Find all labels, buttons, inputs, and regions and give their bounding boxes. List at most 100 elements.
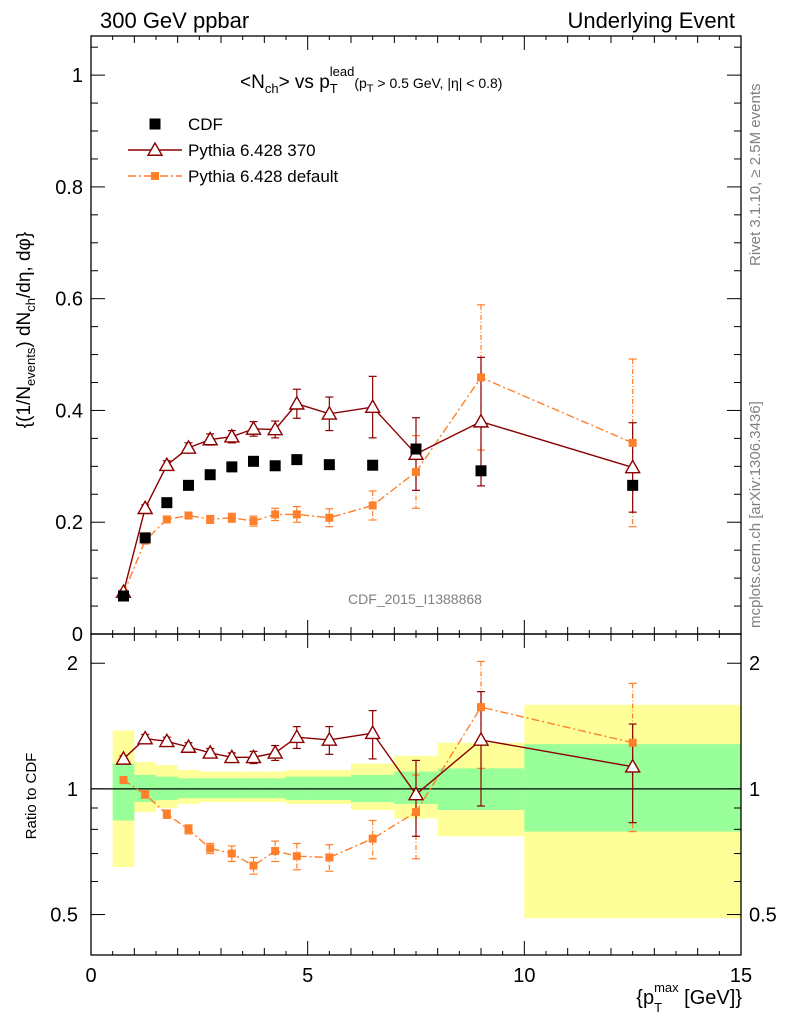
ratio-point-pythia-default: [325, 853, 334, 862]
legend: CDF Pythia 6.428 370 Pythia 6.428 default: [128, 115, 339, 186]
svg-text:{(1/Nevents) dNch/dη, dφ}: {(1/Nevents) dNch/dη, dφ}: [14, 232, 38, 428]
uncertainty-band-green: [221, 778, 243, 799]
x-tick-label: 0: [85, 965, 96, 987]
y-tick-label: 0.2: [55, 512, 83, 534]
legend-label: Pythia 6.428 default: [188, 167, 339, 186]
data-point-cdf: [248, 455, 259, 467]
triangle-marker: [472, 731, 490, 746]
data-point-pythia-default: [206, 515, 215, 524]
triangle-marker: [136, 730, 154, 745]
ratio-y-tick-label: 2: [67, 653, 78, 675]
triangle-marker: [624, 459, 641, 474]
ratio-y-tick-label: 0.5: [50, 905, 78, 927]
data-point-pythia-default: [184, 511, 193, 520]
y-tick-label: 1: [72, 65, 83, 87]
triangle-marker: [321, 405, 338, 420]
svg-text:<Nch> vs pTlead(pT > 0.5 GeV,: <Nch> vs pTlead(pT > 0.5 GeV, |η| < 0.8): [240, 64, 502, 96]
y-tick-label: 0.8: [55, 177, 83, 199]
data-point-cdf: [161, 497, 173, 509]
header-right: Underlying Event: [567, 8, 735, 33]
data-point-pythia-default: [368, 501, 377, 510]
triangle-marker: [180, 738, 197, 753]
data-point-pythia-default: [412, 467, 420, 476]
ratio-point-pythia-default: [368, 834, 377, 843]
triangle-marker: [245, 748, 262, 764]
data-point-pythia-default: [325, 513, 334, 522]
data-point-pythia-default: [477, 373, 485, 382]
data-point-pythia-default: [227, 513, 236, 522]
y-tick-label: 0.6: [55, 289, 83, 311]
data-point-cdf: [367, 459, 379, 471]
data-point-pythia-default: [292, 510, 301, 519]
data-point-cdf: [183, 479, 194, 491]
y-tick-label: 0.4: [55, 400, 83, 422]
triangle-marker: [201, 431, 219, 446]
uncertainty-band-green: [112, 763, 135, 821]
ratio-point-pythia-default: [184, 825, 193, 834]
triangle-marker: [245, 420, 262, 435]
ratio-point-pythia-default: [227, 849, 236, 858]
data-point-cdf: [269, 460, 281, 472]
uncertainty-band-green: [199, 778, 221, 799]
triangle-marker: [158, 456, 176, 472]
rivet-label: Rivet 3.1.10, ≥ 2.5M events: [747, 84, 764, 267]
ratio-point-pythia-default: [141, 790, 150, 799]
ratio-point-pythia-default: [119, 776, 128, 785]
ratio-y-tick-label-right: 2: [749, 653, 760, 675]
triangle-marker: [266, 421, 284, 436]
triangle-marker: [146, 141, 164, 156]
data-point-cdf: [627, 479, 639, 491]
legend-marker-pythia-default: [151, 172, 159, 180]
svg-text:Ratio to CDF: Ratio to CDF: [23, 753, 40, 840]
data-point-cdf: [118, 590, 129, 602]
ratio-point-pythia-default: [162, 810, 171, 819]
triangle-marker: [201, 744, 219, 759]
uncertainty-band-green: [264, 778, 286, 799]
series-line-pythia-370: [122, 402, 633, 593]
svg-text:{pTmax [GeV]}: {pTmax [GeV]}: [636, 980, 742, 1015]
ratio-y-tick-label-right: 0.5: [749, 905, 777, 927]
triangle-marker: [472, 413, 490, 428]
x-tick-label: 10: [513, 965, 535, 987]
triangle-marker: [624, 758, 641, 773]
ratio-point-pythia-default: [271, 846, 280, 855]
main-title: <Nch> vs pTlead(pT > 0.5 GeV, |η| < 0.8): [240, 64, 502, 96]
main-y-axis-label: {(1/Nevents) dNch/dη, dφ}: [14, 232, 38, 428]
triangle-marker: [364, 724, 381, 740]
data-point-cdf: [323, 459, 335, 471]
ratio-y-axis-label: Ratio to CDF: [23, 753, 40, 840]
triangle-marker: [223, 428, 241, 443]
data-point-pythia-default: [162, 515, 171, 524]
triangle-marker: [180, 439, 197, 454]
data-point-cdf: [226, 461, 238, 473]
data-point-pythia-default: [628, 438, 637, 447]
triangle-marker: [115, 750, 132, 765]
ratio-y-tick-label: 1: [67, 779, 78, 801]
legend-label: CDF: [188, 115, 223, 134]
ratio-point-pythia-default: [412, 808, 420, 817]
ratio-point-pythia-default: [628, 738, 637, 747]
data-point-cdf: [291, 454, 303, 466]
ratio-y-tick-label-right: 1: [749, 779, 760, 801]
data-point-cdf: [475, 465, 487, 477]
ratio-panel: 0 5 10 15 0.5 0.5 1 1 2 2: [50, 633, 777, 987]
y-tick-label: 0: [72, 624, 83, 646]
ratio-point-pythia-default: [206, 844, 215, 853]
data-point-cdf: [139, 532, 151, 544]
ratio-point-pythia-default: [249, 861, 258, 870]
x-tick-label: 15: [730, 965, 752, 987]
triangle-marker: [288, 395, 306, 410]
triangle-marker: [364, 398, 381, 414]
ratio-point-pythia-default: [477, 703, 485, 712]
uncertainty-band-green: [242, 778, 265, 799]
triangle-marker: [321, 731, 338, 746]
triangle-marker: [223, 748, 241, 764]
main-panel: 0 0.2 0.4 0.6 0.8 1: [55, 35, 742, 646]
data-point-pythia-default: [271, 510, 280, 519]
data-point-cdf: [410, 443, 422, 455]
x-tick-label: 5: [302, 965, 313, 987]
header-left: 300 GeV ppbar: [100, 8, 249, 33]
legend-label: Pythia 6.428 370: [188, 141, 316, 160]
legend-marker-cdf: [149, 118, 161, 130]
